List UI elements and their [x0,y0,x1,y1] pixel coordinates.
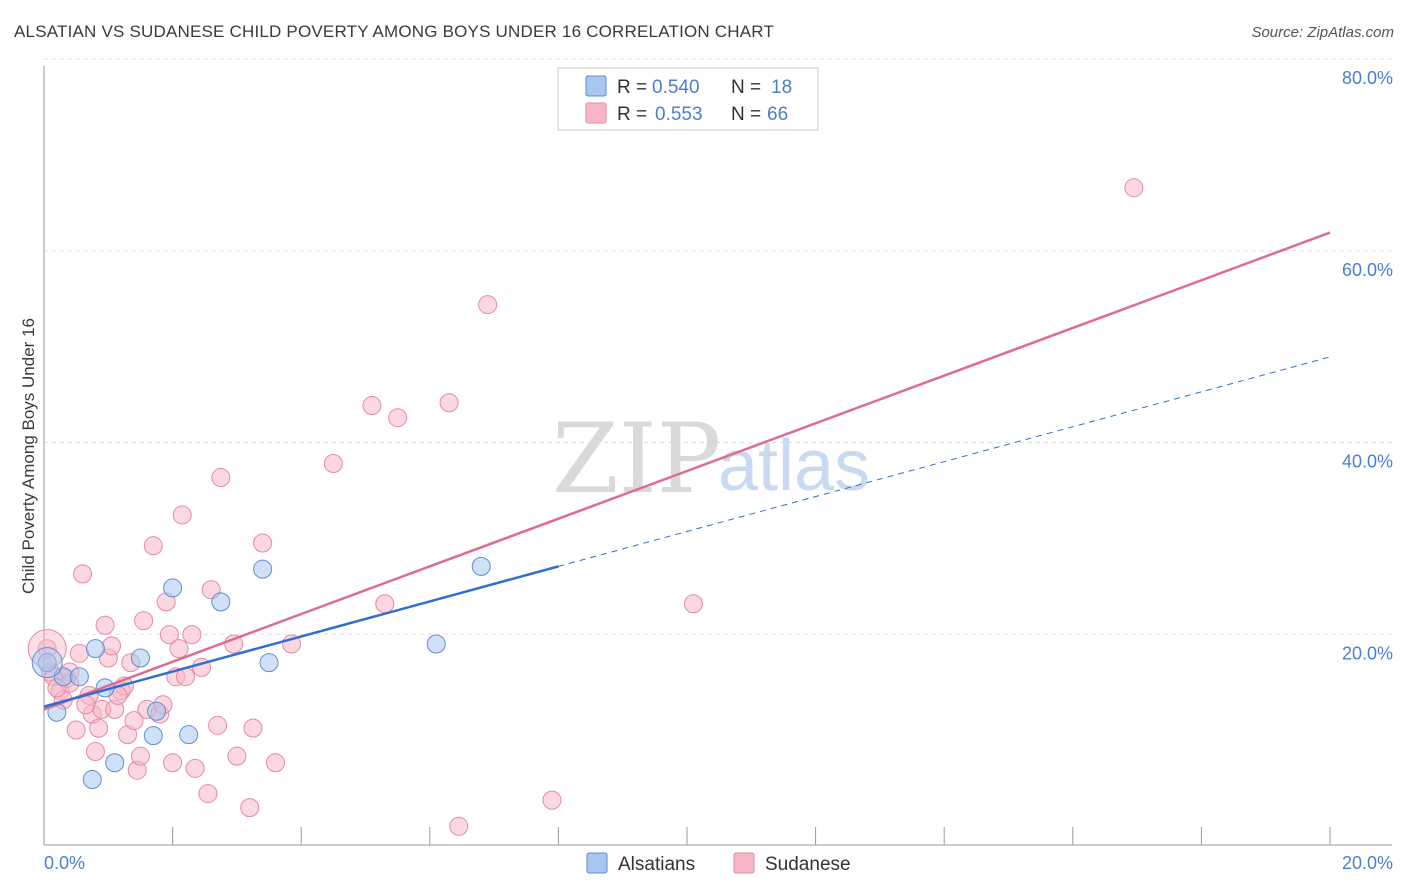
sudanese-point [95,615,115,635]
y-tick-label: 60.0% [1342,260,1393,280]
alsatian-point [211,592,231,612]
sudanese-point [253,533,273,553]
sudanese-point [542,790,562,810]
legend-n-value: 66 [767,104,788,125]
sudanese-point [69,643,89,663]
legend-n-label: N = [731,104,761,125]
axes [43,66,1392,846]
trend-lines [43,231,1331,711]
alsatian-point [69,667,89,687]
y-tick-label: 40.0% [1342,452,1393,472]
sudanese-point [227,746,247,766]
sudanese-point [130,746,150,766]
bottom-legend: Alsatians Sudanese [586,852,851,875]
sudanese-point [169,639,189,659]
legend-r-label: R = [617,77,647,98]
alsatian-points [31,556,491,790]
sudanese-point [1124,178,1144,198]
alsatian-point [147,701,167,721]
sudanese-point [159,625,179,645]
alsatian-point [426,634,446,654]
sudanese-point [243,718,263,738]
sudanese-point [449,816,469,836]
alsatian-point [163,578,183,598]
alsatian-point [253,559,273,579]
sudanese-point [172,505,192,525]
source-label: Source: ZipAtlas.com [1251,24,1394,41]
sudanese-point [323,454,343,474]
sudanese-point [211,468,231,488]
sudanese-point [85,742,105,761]
alsatian-point [143,726,163,746]
sudanese-point [198,784,218,804]
legend-r-value: 0.540 [652,77,700,98]
alsatian-point [37,653,57,673]
sudanese-points [27,178,1144,836]
sudanese-point [683,594,703,614]
sudanese-point [89,718,109,738]
chart-title: ALSATIAN VS SUDANESE CHILD POVERTY AMONG… [14,22,775,41]
alsatian-point [471,556,491,576]
alsatian-point [105,753,125,773]
sudanese-point [265,753,285,773]
legend-n-label: N = [731,77,761,98]
legend-r-value: 0.553 [655,104,703,125]
legend: R = 0.540 N = 18 R = 0.553 N = 66 [557,67,819,131]
sudanese-point [388,408,408,428]
sudanese-point [163,753,183,773]
watermark: ZIP atlas [552,403,870,515]
sudanese-point [102,636,122,656]
sudanese-point [66,720,86,740]
bottom-legend-swatch-alsatians [586,852,608,874]
bottom-legend-label-alsatians: Alsatians [618,854,695,875]
sudanese-point [478,295,498,315]
y-tick-label: 80.0% [1342,68,1393,88]
y-tick-label: 20.0% [1342,643,1393,663]
alsatian-point [130,648,150,668]
watermark-zip: ZIP [552,403,721,515]
alsatian-trend-extension [558,356,1331,567]
grid-lines [44,58,1392,635]
sudanese-point [134,611,154,631]
tick-labels: 0.0% 20.0% 20.0% 40.0% 60.0% 80.0% [44,68,1393,873]
sudanese-point [439,393,459,413]
bottom-legend-label-sudanese: Sudanese [765,854,851,875]
sudanese-point [240,798,260,818]
alsatian-point [82,770,102,790]
x-tick-label: 20.0% [1342,853,1393,873]
legend-swatch-sudanese [585,102,607,124]
watermark-atlas: atlas [718,426,870,506]
sudanese-point [76,695,96,715]
sudanese-point [208,715,228,735]
sudanese-point [185,758,205,778]
bottom-legend-swatch-sudanese [733,852,755,874]
sudanese-point [73,564,93,584]
x-tick-label: 0.0% [44,853,85,873]
y-axis-label: Child Poverty Among Boys Under 16 [19,318,38,594]
alsatian-point [259,653,279,673]
alsatian-point [179,725,199,745]
legend-swatch-alsatian [585,75,607,97]
legend-r-label: R = [617,104,647,125]
sudanese-point [362,396,382,416]
legend-n-value: 18 [771,77,792,98]
alsatian-point [85,639,105,659]
sudanese-point [182,625,202,645]
sudanese-trend-line [43,231,1331,711]
sudanese-point [124,711,144,731]
alsatian-point [31,647,63,679]
sudanese-point [375,594,395,614]
alsatian-trend-line [43,565,559,708]
sudanese-point [143,536,163,556]
